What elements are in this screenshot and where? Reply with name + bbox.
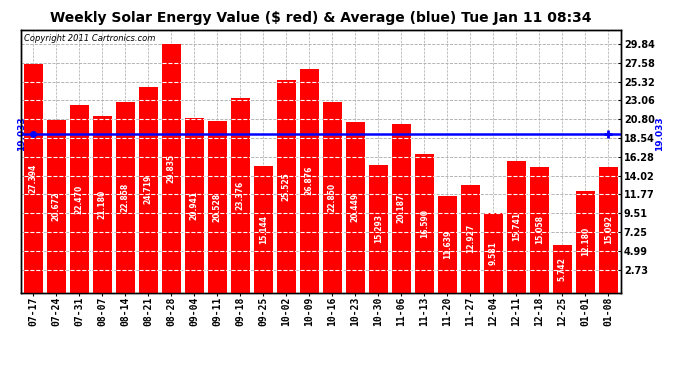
Text: 19.033: 19.033: [17, 117, 26, 151]
Text: 20.528: 20.528: [213, 192, 222, 222]
Bar: [415, 154, 434, 292]
Bar: [161, 44, 181, 292]
Text: Copyright 2011 Cartronics.com: Copyright 2011 Cartronics.com: [23, 34, 155, 43]
Bar: [230, 98, 250, 292]
Text: 27.394: 27.394: [29, 164, 38, 193]
Bar: [23, 64, 43, 292]
Bar: [184, 118, 204, 292]
Text: 12.927: 12.927: [466, 224, 475, 253]
Text: 20.941: 20.941: [190, 190, 199, 220]
Bar: [115, 102, 135, 292]
Bar: [553, 244, 572, 292]
Text: 22.850: 22.850: [328, 183, 337, 212]
Bar: [346, 122, 365, 292]
Bar: [391, 124, 411, 292]
Text: 24.719: 24.719: [144, 175, 153, 204]
Text: 20.187: 20.187: [397, 194, 406, 223]
Text: 9.581: 9.581: [489, 241, 498, 264]
Bar: [70, 105, 89, 292]
Text: 15.293: 15.293: [374, 214, 383, 243]
Text: 19.033: 19.033: [656, 117, 664, 151]
Text: Weekly Solar Energy Value ($ red) & Average (blue) Tue Jan 11 08:34: Weekly Solar Energy Value ($ red) & Aver…: [50, 11, 591, 25]
Text: 12.180: 12.180: [581, 227, 590, 256]
Bar: [506, 161, 526, 292]
Bar: [139, 87, 158, 292]
Text: 26.876: 26.876: [305, 166, 314, 195]
Text: 5.742: 5.742: [558, 256, 567, 280]
Bar: [598, 167, 618, 292]
Bar: [368, 165, 388, 292]
Text: 20.672: 20.672: [52, 192, 61, 221]
Text: 16.590: 16.590: [420, 209, 429, 238]
Text: 15.092: 15.092: [604, 215, 613, 244]
Text: 29.835: 29.835: [167, 154, 176, 183]
Bar: [322, 102, 342, 292]
Bar: [460, 185, 480, 292]
Bar: [208, 122, 227, 292]
Text: 22.470: 22.470: [75, 184, 84, 213]
Text: 15.741: 15.741: [512, 212, 521, 242]
Text: 22.858: 22.858: [121, 183, 130, 212]
Text: 23.376: 23.376: [236, 180, 245, 210]
Text: 11.639: 11.639: [443, 230, 452, 259]
Bar: [92, 116, 112, 292]
Bar: [575, 191, 595, 292]
Text: 25.525: 25.525: [282, 172, 291, 201]
Bar: [46, 120, 66, 292]
Bar: [299, 69, 319, 292]
Text: 15.144: 15.144: [259, 215, 268, 244]
Text: 15.058: 15.058: [535, 215, 544, 244]
Text: 21.180: 21.180: [98, 190, 107, 219]
Bar: [277, 80, 296, 292]
Bar: [484, 213, 503, 292]
Bar: [530, 167, 549, 292]
Text: 20.449: 20.449: [351, 193, 360, 222]
Bar: [437, 195, 457, 292]
Bar: [253, 166, 273, 292]
